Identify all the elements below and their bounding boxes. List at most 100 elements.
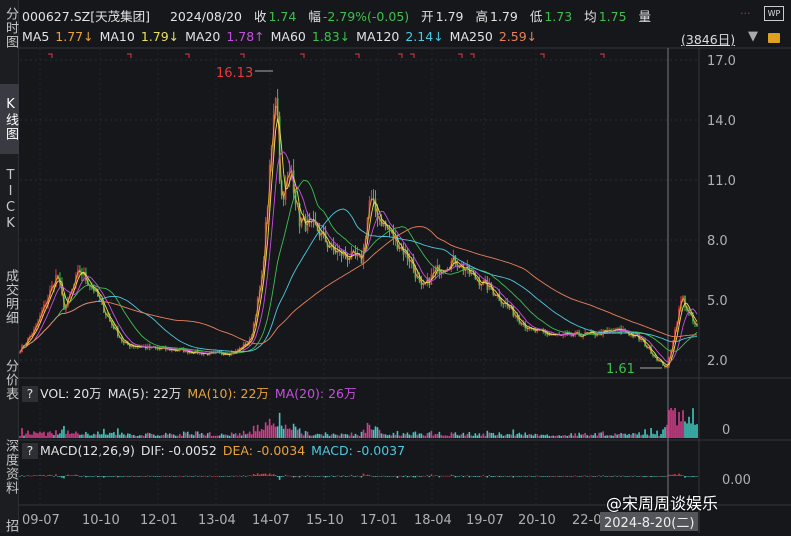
candle-body: [354, 251, 357, 257]
candle-body: [190, 351, 193, 354]
volume-bar: [166, 434, 169, 438]
macd-bar: [320, 475, 323, 477]
candle-body: [300, 218, 303, 227]
candle-body: [242, 343, 245, 349]
macd-bar: [236, 475, 239, 477]
candle-body: [123, 341, 125, 343]
macd-bar: [356, 475, 359, 477]
candle-body: [492, 289, 495, 295]
candle-body: [398, 247, 401, 250]
candle-body: [376, 210, 379, 220]
macd-bar: [544, 476, 547, 477]
volume-bar: [37, 433, 39, 438]
dropdown-triangle-icon[interactable]: ▼: [748, 29, 758, 44]
candle-body: [320, 231, 323, 237]
candle-body: [316, 224, 319, 232]
volume-bar: [570, 433, 572, 438]
tab-kline[interactable]: K线图: [0, 84, 19, 154]
volume-bar: [696, 424, 698, 438]
volume-bar: [500, 434, 503, 438]
tab-tick[interactable]: TICK: [3, 168, 18, 232]
tab-depth-data[interactable]: 深度资料: [3, 439, 18, 495]
volume-bar: [580, 434, 582, 438]
macd-bar: [490, 476, 493, 477]
macd-bar: [49, 474, 51, 476]
macd-bar: [602, 475, 604, 476]
tab-price-table[interactable]: 分价表: [3, 359, 18, 401]
tab-trade-detail[interactable]: 成交明细: [3, 269, 18, 325]
tab-more[interactable]: 招: [3, 519, 18, 533]
macd-bar: [482, 475, 485, 476]
days-count[interactable]: (3846日): [681, 32, 736, 47]
help-icon[interactable]: ?: [22, 443, 38, 459]
help-icon[interactable]: ?: [22, 386, 38, 402]
candle-body: [186, 349, 189, 353]
vol-ma20: MA(20): 26万: [274, 386, 357, 401]
macd-bar: [428, 476, 431, 478]
volume-bar: [354, 433, 357, 438]
macd-bar: [434, 475, 437, 476]
more-icon[interactable]: ...: [740, 4, 751, 17]
volume-bar: [424, 435, 427, 438]
volume-bar: [556, 435, 559, 438]
macd-bar: [95, 475, 97, 477]
candle-body: [604, 330, 606, 332]
wp-icon[interactable]: WP: [764, 6, 784, 21]
volume-bar: [456, 434, 459, 438]
macd-bar: [264, 473, 267, 476]
event-marker-icon: [355, 53, 360, 58]
candle-body: [544, 331, 547, 333]
y-tick-label: 14.0: [707, 114, 736, 129]
volume-bar: [117, 428, 119, 438]
volume-bar: [160, 435, 163, 438]
volume-bar: [564, 435, 566, 438]
lock-icon[interactable]: [768, 33, 780, 43]
candle-body: [202, 353, 205, 355]
tab-timeshare[interactable]: 分时图: [3, 7, 18, 49]
macd-bar: [304, 476, 307, 477]
volume-bar: [81, 434, 83, 438]
macd-bar: [258, 474, 261, 476]
vol-axis-label: 0: [722, 423, 730, 438]
avg-label: 均: [584, 9, 597, 24]
volume-bar: [686, 423, 688, 438]
volume-bar: [300, 433, 303, 438]
volume-bar: [510, 434, 513, 438]
volume-bar: [548, 435, 551, 438]
macd-bar: [668, 474, 670, 476]
volume-bar: [482, 433, 485, 438]
volume-bar: [568, 435, 570, 438]
volume-bar: [474, 433, 477, 438]
macd-bar: [162, 475, 165, 477]
macd-bar: [85, 476, 87, 478]
candle-body: [480, 284, 483, 286]
candle-body: [528, 326, 531, 330]
candle-body: [182, 348, 185, 353]
candle-body: [51, 285, 53, 291]
candle-body: [400, 247, 403, 249]
macd-bar: [296, 475, 299, 477]
candle-body: [298, 203, 301, 227]
volume-bar: [151, 434, 153, 438]
volume-bar: [430, 430, 433, 438]
macd-bar: [274, 475, 277, 476]
volume-bar: [552, 435, 555, 438]
volume-bar: [584, 432, 586, 438]
macd-bar: [588, 475, 590, 477]
macd-bar: [103, 476, 105, 478]
macd-bar: [444, 475, 447, 477]
macd-bar: [396, 476, 399, 478]
candle-body: [79, 269, 81, 273]
candle-body: [444, 270, 447, 272]
candle-body: [624, 329, 626, 332]
candle-body: [55, 275, 57, 287]
candle-body: [294, 192, 297, 205]
macd-bar: [432, 475, 435, 477]
macd-bar: [172, 476, 175, 477]
candle-body: [642, 338, 644, 341]
candle-body: [556, 334, 559, 336]
volume-bar: [612, 435, 614, 438]
macd-bar: [358, 475, 361, 477]
candle-body: [362, 247, 365, 264]
volume-bar: [530, 434, 533, 438]
